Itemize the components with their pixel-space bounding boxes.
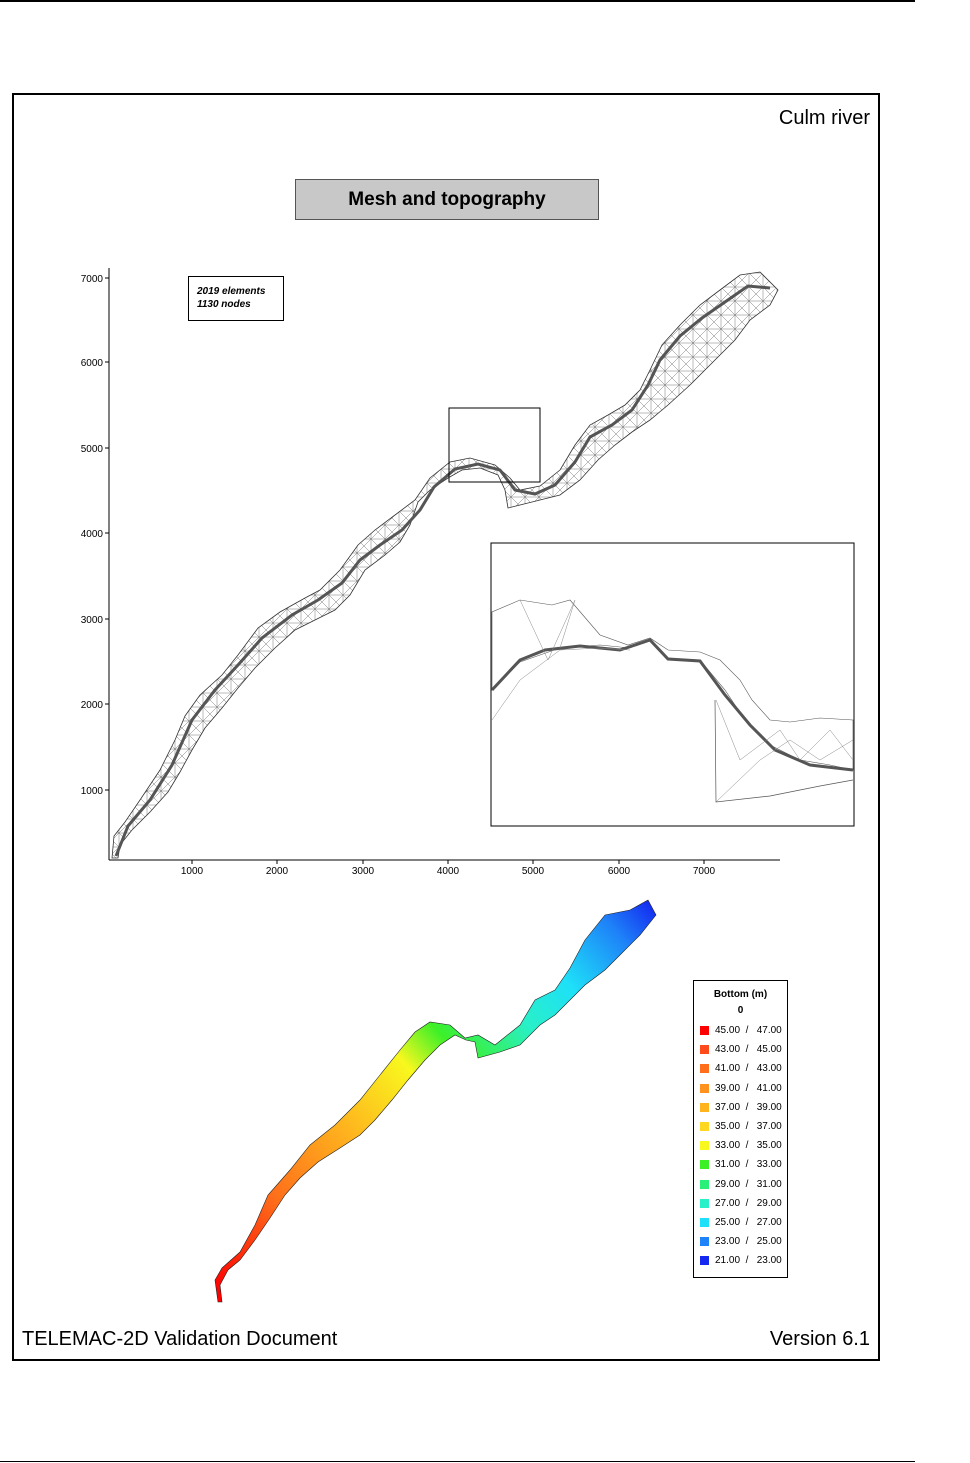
x-tick-label: 1000 bbox=[181, 866, 204, 877]
legend-label: 33.00 / 35.00 bbox=[715, 1140, 782, 1152]
legend-entry: 21.00 / 23.00 bbox=[694, 1251, 787, 1270]
legend-label: 21.00 / 23.00 bbox=[715, 1255, 782, 1267]
legend-swatch bbox=[700, 1064, 709, 1074]
legend-label: 43.00 / 45.00 bbox=[715, 1044, 782, 1056]
mesh-info-box: 2019 elements 1130 nodes bbox=[188, 276, 284, 321]
legend-entry: 37.00 / 39.00 bbox=[694, 1098, 787, 1117]
legend-label: 45.00 / 47.00 bbox=[715, 1025, 782, 1037]
legend-swatch bbox=[700, 1102, 709, 1112]
document-version: Version 6.1 bbox=[769, 1328, 870, 1350]
page-frame: Culm river Mesh and topography TELEMAC-2… bbox=[12, 93, 880, 1361]
legend-swatch bbox=[700, 1141, 709, 1151]
legend-label: 31.00 / 33.00 bbox=[715, 1159, 782, 1171]
river-name: Culm river bbox=[778, 107, 870, 129]
legend-entry: 39.00 / 41.00 bbox=[694, 1079, 787, 1098]
y-tick-label: 1000 bbox=[81, 786, 104, 797]
legend-swatch bbox=[700, 1122, 709, 1132]
zoom-inset-mesh bbox=[490, 599, 854, 803]
legend-title: Bottom (m) bbox=[713, 989, 768, 1000]
legend-entry: 43.00 / 45.00 bbox=[694, 1040, 787, 1059]
document-title: TELEMAC-2D Validation Document bbox=[22, 1328, 338, 1350]
legend-swatch bbox=[700, 1237, 709, 1247]
top-rule bbox=[0, 0, 915, 2]
x-tick-label: 4000 bbox=[437, 866, 460, 877]
legend-swatch bbox=[700, 1026, 709, 1036]
y-tick-label: 5000 bbox=[81, 444, 104, 455]
legend-label: 35.00 / 37.00 bbox=[715, 1121, 782, 1133]
bottom-legend: Bottom (m) 0 45.00 / 47.00 43.00 / 45.00 4… bbox=[693, 980, 788, 1278]
x-tick-label: 2000 bbox=[266, 866, 289, 877]
legend-entry: 23.00 / 25.00 bbox=[694, 1232, 787, 1251]
legend-swatch bbox=[700, 1160, 709, 1170]
legend-label: 27.00 / 29.00 bbox=[715, 1197, 782, 1209]
element-count: 2019 elements bbox=[197, 286, 266, 297]
legend-entry: 45.00 / 47.00 bbox=[694, 1021, 787, 1040]
x-tick-label: 6000 bbox=[608, 866, 631, 877]
x-tick-label: 7000 bbox=[693, 866, 716, 877]
x-tick-label: 3000 bbox=[352, 866, 375, 877]
y-tick-label: 3000 bbox=[81, 615, 104, 626]
legend-swatch bbox=[700, 1198, 709, 1208]
bottom-rule bbox=[0, 1461, 915, 1462]
legend-label: 23.00 / 25.00 bbox=[715, 1236, 782, 1248]
y-tick-label: 2000 bbox=[81, 700, 104, 711]
mesh-band bbox=[111, 271, 779, 859]
y-tick-label: 7000 bbox=[81, 274, 104, 285]
figure-title: Mesh and topography bbox=[295, 179, 599, 220]
zoom-region-marker bbox=[448, 407, 541, 483]
legend-entry: 41.00 / 43.00 bbox=[694, 1059, 787, 1078]
legend-entry: 33.00 / 35.00 bbox=[694, 1136, 787, 1155]
legend-swatch bbox=[700, 1179, 709, 1189]
legend-label: 41.00 / 43.00 bbox=[715, 1063, 782, 1075]
zoom-inset-frame bbox=[490, 542, 855, 827]
legend-swatch bbox=[700, 1083, 709, 1093]
legend-swatch bbox=[700, 1256, 709, 1266]
legend-entry: 31.00 / 33.00 bbox=[694, 1155, 787, 1174]
y-tick-label: 6000 bbox=[81, 358, 104, 369]
legend-swatch bbox=[700, 1045, 709, 1055]
topography-map bbox=[214, 899, 657, 1303]
legend-label: 39.00 / 41.00 bbox=[715, 1082, 782, 1094]
legend-entry: 27.00 / 29.00 bbox=[694, 1194, 787, 1213]
legend-entry: 35.00 / 37.00 bbox=[694, 1117, 787, 1136]
legend-label: 37.00 / 39.00 bbox=[715, 1101, 782, 1113]
legend-label: 25.00 / 27.00 bbox=[715, 1216, 782, 1228]
node-count: 1130 nodes bbox=[197, 299, 251, 310]
legend-entry: 25.00 / 27.00 bbox=[694, 1213, 787, 1232]
legend-swatch bbox=[700, 1217, 709, 1227]
legend-entry: 29.00 / 31.00 bbox=[694, 1175, 787, 1194]
legend-label: 29.00 / 31.00 bbox=[715, 1178, 782, 1190]
legend-subtitle: 0 bbox=[737, 1005, 744, 1016]
x-tick-label: 5000 bbox=[522, 866, 545, 877]
y-tick-label: 4000 bbox=[81, 529, 104, 540]
